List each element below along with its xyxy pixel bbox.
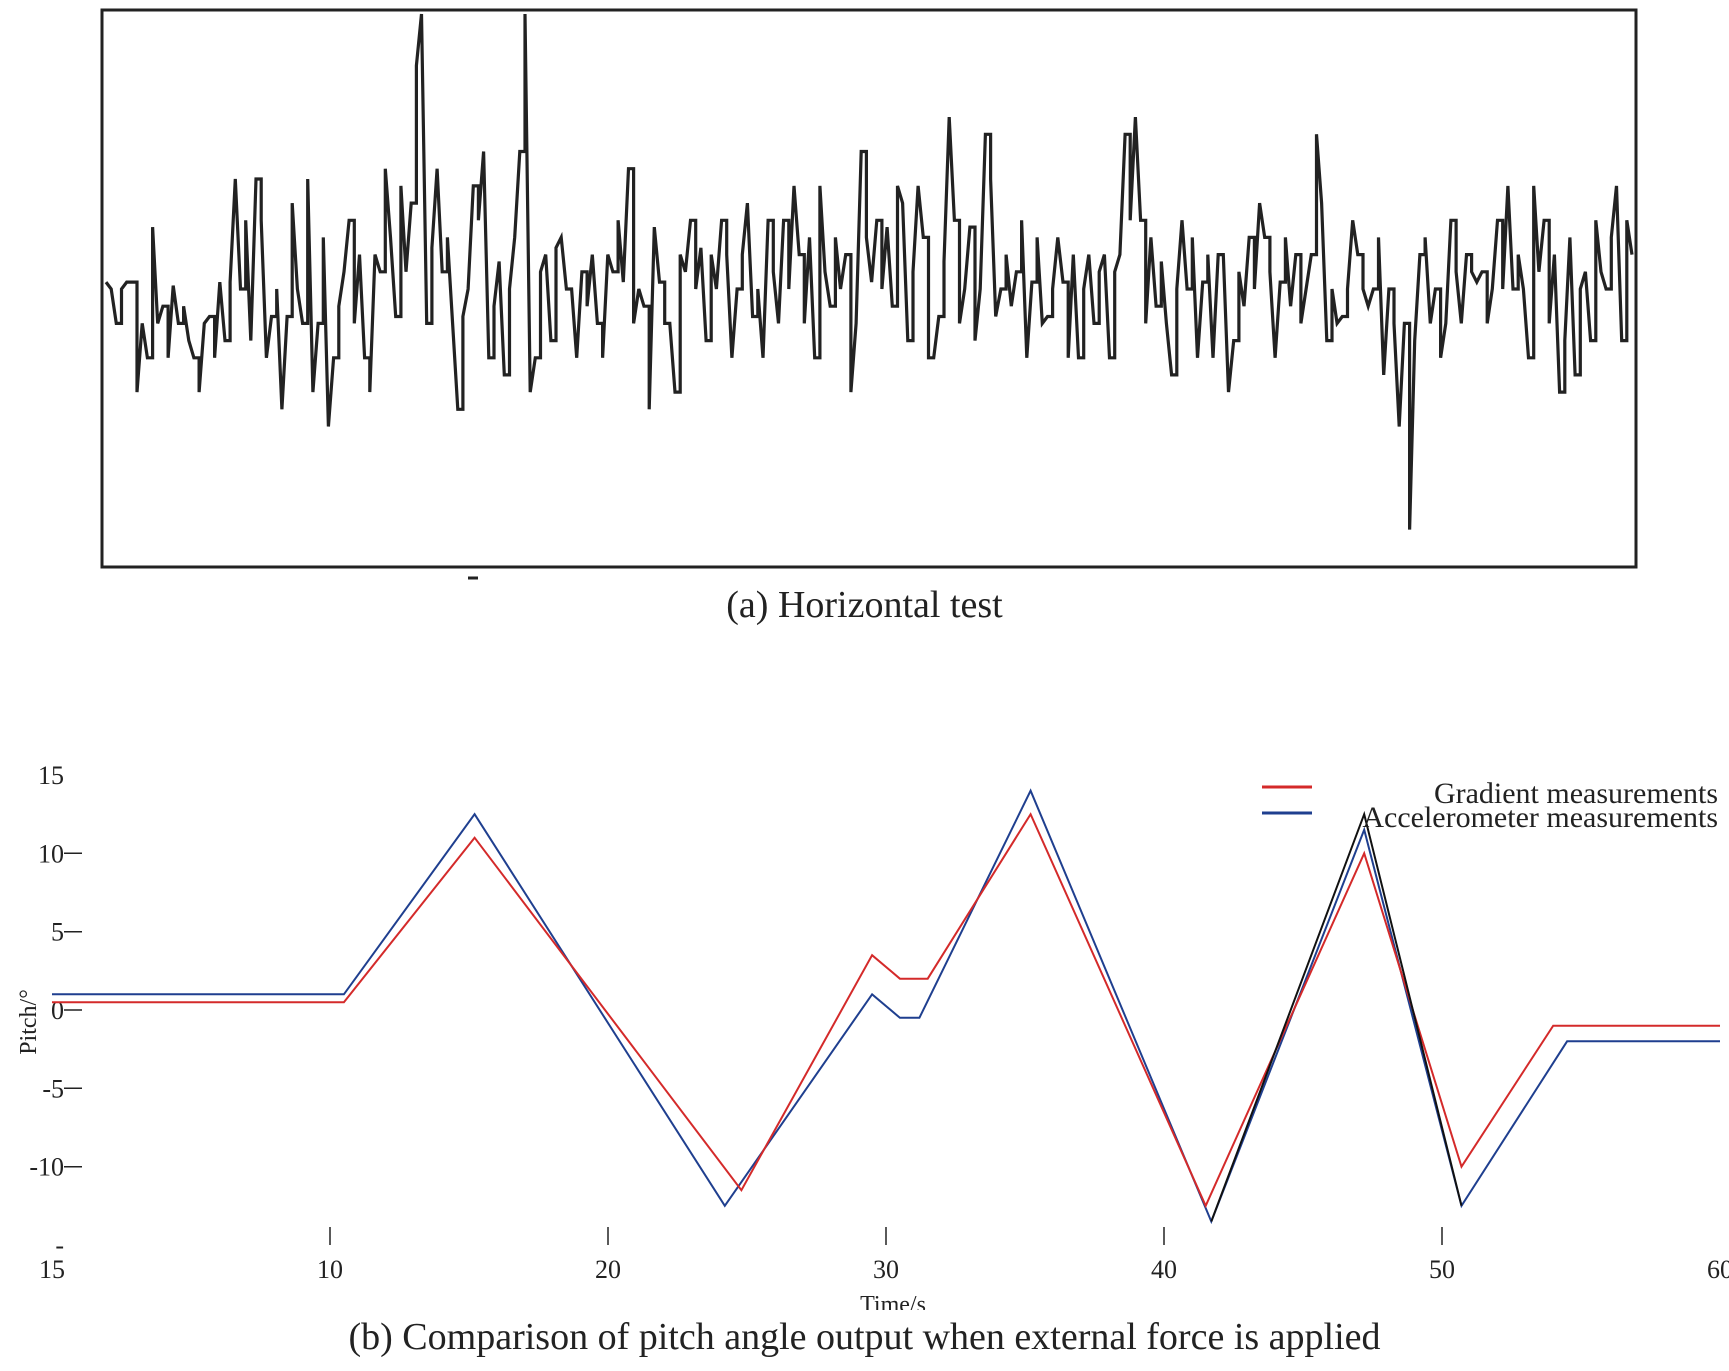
chart-b-legend: Gradient measurements Accelerometer meas… — [1262, 777, 1718, 834]
chart-a-frame — [100, 8, 1638, 569]
y-tick-label: 5 — [51, 918, 64, 947]
series-line-horizontal-test — [104, 13, 1634, 530]
chart-a-caption: (a) Horizontal test — [726, 584, 1003, 626]
x-tick-label: 60 — [1707, 1255, 1729, 1284]
x-tick-label: 50 — [1429, 1255, 1455, 1284]
x-tick-label: 10 — [317, 1255, 343, 1284]
legend-label-accelerometer: Accelerometer measurements — [1362, 801, 1718, 834]
y-tick-label: 15 — [38, 761, 64, 790]
series-line-gradient — [52, 812, 1720, 1209]
y-axis-label: Pitch/° — [16, 989, 42, 1055]
series-line-accelerometer — [52, 788, 1720, 1225]
x-tick-label: 30 — [873, 1255, 899, 1284]
y-tick-label: -10 — [29, 1153, 64, 1182]
x-tick-label: 20 — [595, 1255, 621, 1284]
legend-label-gradient: Gradient measurements — [1434, 777, 1718, 810]
x-tick-label: 15 — [39, 1255, 65, 1284]
x-axis-label: Time/s — [860, 1292, 926, 1310]
chart-b-caption: (b) Comparison of pitch angle output whe… — [348, 1316, 1381, 1358]
y-tick-label: 0 — [51, 996, 64, 1025]
series-line-overlay — [1210, 810, 1463, 1222]
y-tick-label: -5 — [42, 1074, 64, 1103]
y-tick-label: 10 — [38, 839, 64, 868]
y-tick-label: - — [55, 1231, 64, 1260]
chart-a — [100, 8, 1638, 580]
x-tick-label: 40 — [1151, 1255, 1177, 1284]
